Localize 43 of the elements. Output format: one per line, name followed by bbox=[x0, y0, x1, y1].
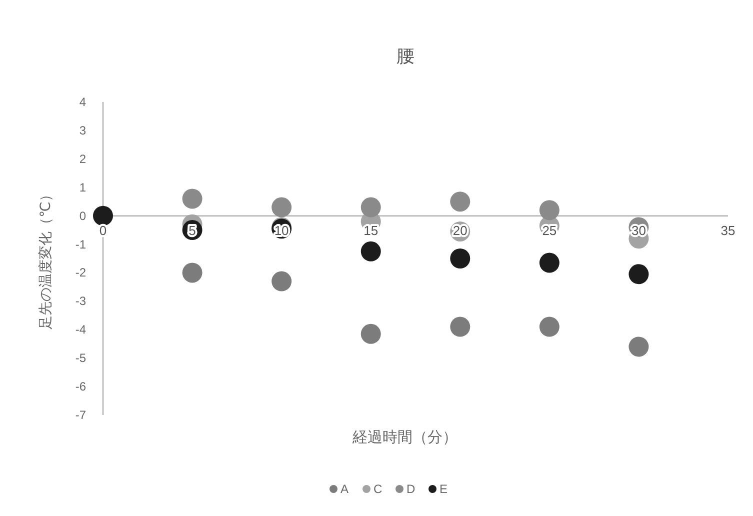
point bbox=[93, 206, 113, 226]
y-tick-label: -3 bbox=[75, 294, 86, 308]
y-tick-label: -1 bbox=[75, 237, 86, 252]
point bbox=[272, 197, 292, 218]
chart-title: 腰 bbox=[396, 46, 414, 66]
legend-label: A bbox=[340, 482, 349, 496]
x-tick-label: 0 bbox=[99, 222, 107, 238]
y-tick-label: 1 bbox=[79, 180, 86, 194]
x-tick-label: 25 bbox=[542, 222, 557, 238]
point bbox=[360, 197, 381, 218]
point bbox=[450, 316, 470, 337]
point bbox=[450, 192, 470, 212]
point bbox=[539, 316, 560, 337]
y-tick-label: -5 bbox=[75, 351, 86, 366]
y-axis-title: 足先の温度変化（℃） bbox=[37, 188, 53, 330]
x-tick-label: 5 bbox=[188, 222, 196, 238]
point bbox=[628, 336, 649, 357]
x-tick-label: 10 bbox=[274, 222, 289, 238]
legend-label: E bbox=[440, 482, 448, 496]
point bbox=[360, 241, 381, 262]
y-tick-label: -6 bbox=[75, 380, 86, 394]
x-axis-title: 経過時間（分） bbox=[352, 429, 458, 446]
y-tick-label: 3 bbox=[79, 123, 86, 138]
legend-label: D bbox=[406, 482, 416, 496]
point bbox=[360, 324, 381, 344]
y-tick-label: -2 bbox=[75, 266, 86, 280]
y-tick-label: -4 bbox=[75, 322, 86, 337]
y-tick-label: 4 bbox=[79, 95, 86, 109]
legend-label: C bbox=[374, 482, 382, 496]
point bbox=[628, 264, 649, 284]
y-tick-label: 0 bbox=[79, 208, 86, 223]
y-tick-label: -7 bbox=[75, 408, 86, 422]
y-tick-label: 2 bbox=[79, 152, 86, 166]
x-tick-label: 35 bbox=[720, 222, 736, 238]
point bbox=[182, 188, 202, 209]
x-tick-label: 15 bbox=[364, 222, 378, 238]
point bbox=[450, 248, 470, 268]
point bbox=[182, 262, 202, 283]
point bbox=[272, 271, 292, 292]
point bbox=[539, 252, 560, 273]
x-tick-label: 30 bbox=[631, 222, 646, 238]
point bbox=[539, 200, 560, 220]
x-tick-label: 20 bbox=[452, 222, 468, 238]
